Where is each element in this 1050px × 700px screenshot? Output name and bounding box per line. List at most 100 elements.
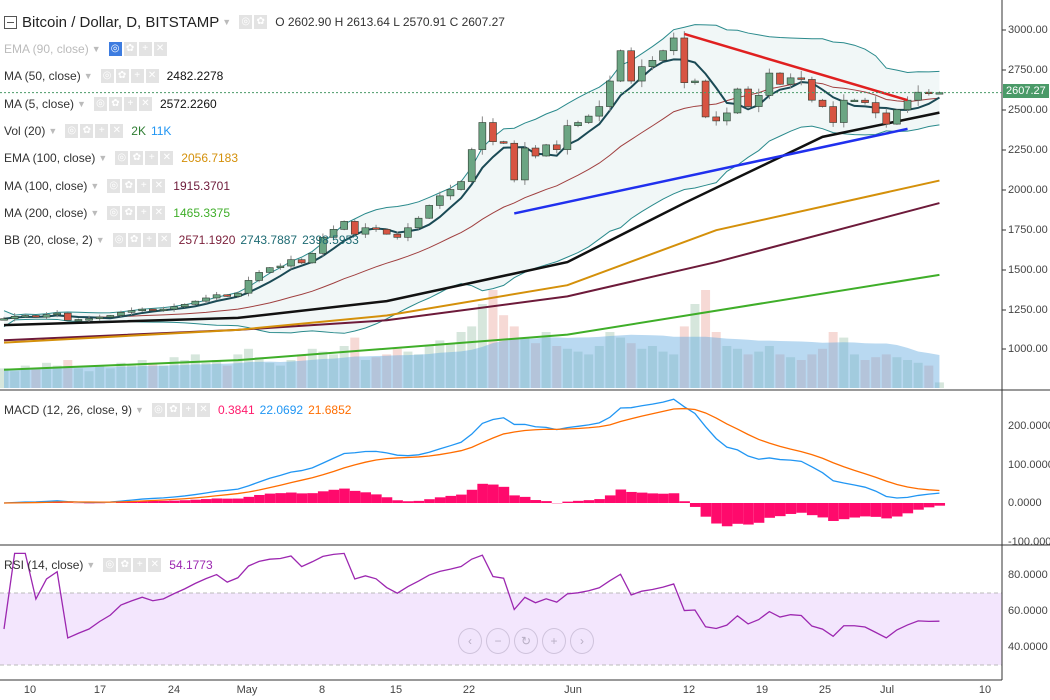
macd-histogram-bar	[402, 501, 414, 503]
close-icon[interactable]: ✕	[152, 206, 166, 220]
gear-icon[interactable]: ✿	[115, 69, 129, 83]
macd-histogram-bar	[796, 503, 807, 513]
gear-icon[interactable]: ✿	[108, 97, 122, 111]
eye-icon[interactable]: ◎	[65, 124, 79, 138]
close-icon[interactable]: ✕	[153, 42, 167, 56]
candle	[467, 149, 476, 182]
close-icon[interactable]: ✕	[152, 179, 166, 193]
gear-icon[interactable]: ✿	[80, 124, 94, 138]
volume-bar	[190, 354, 200, 388]
eye-icon[interactable]: ◎	[151, 403, 165, 417]
volume-bar	[892, 357, 902, 388]
plus-icon[interactable]: +	[123, 97, 137, 111]
reset-button[interactable]: ↻	[514, 628, 538, 654]
indicator-name[interactable]: EMA (100, close)	[4, 151, 96, 165]
plus-icon[interactable]: +	[137, 179, 151, 193]
indicator-name[interactable]: EMA (90, close)	[4, 42, 89, 56]
macd-histogram-bar	[487, 484, 499, 503]
close-icon[interactable]: ✕	[145, 69, 159, 83]
eye-icon[interactable]: ◎	[115, 151, 129, 165]
plus-icon[interactable]: +	[181, 403, 195, 417]
candle	[935, 92, 944, 95]
collapse-icon[interactable]	[4, 15, 17, 29]
plus-icon[interactable]: +	[145, 151, 159, 165]
dropdown-icon[interactable]: ▼	[98, 153, 108, 163]
plus-icon[interactable]: +	[138, 42, 152, 56]
indicator-value: 1915.3701	[173, 179, 231, 193]
indicator-name[interactable]: MA (50, close)	[4, 69, 81, 83]
gear-icon[interactable]: ✿	[166, 403, 180, 417]
plus-icon[interactable]: +	[133, 558, 147, 572]
macd-histogram-bar	[477, 483, 488, 503]
candle	[595, 106, 604, 117]
dropdown-icon[interactable]: ▼	[91, 44, 101, 54]
eye-icon[interactable]: ◎	[107, 179, 121, 193]
candle	[287, 259, 295, 267]
dropdown-icon[interactable]: ▼	[222, 17, 232, 27]
dropdown-icon[interactable]: ▼	[86, 560, 96, 570]
indicator-name[interactable]: MA (200, close)	[4, 206, 88, 220]
plus-icon[interactable]: +	[130, 69, 144, 83]
close-icon[interactable]: ✕	[148, 558, 162, 572]
dropdown-icon[interactable]: ▼	[90, 208, 100, 218]
eye-icon[interactable]: ◎	[93, 97, 107, 111]
scroll-left-button[interactable]: ‹	[458, 628, 482, 654]
macd-hist-value: 0.3841	[217, 403, 255, 417]
eye-icon[interactable]: ◎	[107, 206, 121, 220]
symbol-title[interactable]: Bitcoin / Dollar, D, BITSTAMP	[22, 13, 220, 31]
scroll-right-button[interactable]: ›	[570, 628, 594, 654]
gear-icon[interactable]: ✿	[127, 233, 141, 247]
close-icon[interactable]: ✕	[160, 151, 174, 165]
eye-icon[interactable]: ◎	[239, 15, 253, 29]
candle	[414, 217, 423, 229]
indicator-value: 2K	[131, 124, 146, 138]
close-icon[interactable]: ✕	[196, 403, 210, 417]
candle	[712, 116, 721, 122]
eye-icon[interactable]: ◎	[112, 233, 126, 247]
volume-bar	[445, 343, 455, 388]
indicator-name[interactable]: MA (5, close)	[4, 97, 75, 111]
close-icon[interactable]: ✕	[110, 124, 124, 138]
plus-icon[interactable]: +	[95, 124, 109, 138]
plus-icon[interactable]: +	[142, 233, 156, 247]
ma200-line	[3, 273, 940, 371]
gear-icon[interactable]: ✿	[118, 558, 132, 572]
eye-icon[interactable]: ◎	[100, 69, 114, 83]
macd-histogram-bar	[137, 501, 148, 503]
gear-icon[interactable]: ✿	[122, 179, 136, 193]
plus-icon[interactable]: +	[137, 206, 151, 220]
close-icon[interactable]: ✕	[138, 97, 152, 111]
dropdown-icon[interactable]: ▼	[135, 405, 144, 415]
gear-icon[interactable]: ✿	[254, 15, 268, 29]
volume-bar	[924, 365, 934, 388]
candle	[372, 227, 380, 230]
zoom-out-button[interactable]: −	[486, 628, 510, 654]
volume-bar	[860, 360, 870, 388]
macd-axis-label: -100.0000	[1008, 536, 1050, 548]
indicator-name[interactable]: BB (20, close, 2)	[4, 233, 93, 247]
time-axis-label: May	[236, 684, 258, 696]
dropdown-icon[interactable]: ▼	[83, 71, 93, 81]
gear-icon[interactable]: ✿	[123, 42, 137, 56]
gear-icon[interactable]: ✿	[130, 151, 144, 165]
dropdown-icon[interactable]: ▼	[95, 235, 105, 245]
indicator-value: 2572.2260	[159, 97, 217, 111]
indicator-name[interactable]: MA (100, close)	[4, 179, 88, 193]
volume-bar	[679, 326, 689, 388]
macd-histogram-bar	[573, 500, 584, 503]
dropdown-icon[interactable]: ▼	[90, 181, 100, 191]
eye-icon[interactable]: ◎	[103, 558, 117, 572]
rsi-name[interactable]: RSI (14, close)	[4, 558, 84, 572]
dropdown-icon[interactable]: ▼	[48, 126, 58, 136]
gear-icon[interactable]: ✿	[122, 206, 136, 220]
macd-name[interactable]: MACD (12, 26, close, 9)	[4, 403, 133, 417]
candle	[637, 66, 646, 82]
volume-bar	[169, 357, 179, 388]
dropdown-icon[interactable]: ▼	[77, 99, 86, 109]
zoom-in-button[interactable]: +	[542, 628, 566, 654]
volume-bar	[520, 337, 530, 388]
close-icon[interactable]: ✕	[157, 233, 171, 247]
eye-icon[interactable]: ◎	[108, 42, 122, 56]
indicator-name[interactable]: Vol (20)	[4, 124, 46, 138]
